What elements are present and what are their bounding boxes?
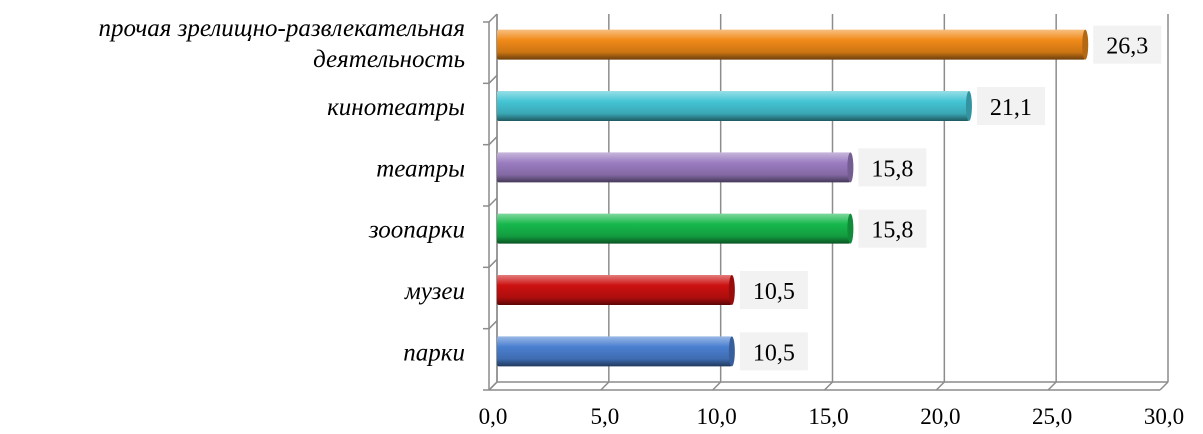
category-label-line: музеи <box>404 278 465 305</box>
x-tick-mark <box>1047 381 1057 391</box>
x-tick-label: 25,0 <box>1032 404 1072 429</box>
wall-tick-mark <box>488 381 498 391</box>
value-label: 10,5 <box>753 279 795 305</box>
value-label-box <box>858 209 927 248</box>
x-tick-label: 30,0 <box>1144 404 1184 429</box>
x-tick-label: 15,0 <box>808 404 848 429</box>
bar <box>497 91 969 121</box>
bars <box>497 29 1089 367</box>
bar <box>497 275 732 305</box>
category-label-line: театры <box>376 155 465 182</box>
x-tick-mark <box>600 381 610 391</box>
x-tick-mark <box>823 381 834 391</box>
wall-tick-mark <box>488 320 498 330</box>
wall-tick-mark <box>488 197 498 207</box>
bar-end-cap <box>847 152 854 183</box>
bar <box>497 336 732 367</box>
bar-end-cap <box>847 213 854 244</box>
category-label: парки <box>403 339 465 366</box>
bar-end-cap <box>1082 29 1089 60</box>
category-label: музеи <box>404 278 465 305</box>
category-label: зоопарки <box>368 217 465 244</box>
value-label-box <box>858 148 927 187</box>
x-tick-mark <box>712 381 722 391</box>
category-label-line: зоопарки <box>368 217 465 244</box>
category-label: театры <box>376 155 465 182</box>
value-label-box <box>739 332 808 371</box>
labels: 0,0 5,0 10,0 15,0 20,0 25,0 30,0 10,5 парки 10,5 м… <box>98 15 1184 429</box>
bar <box>497 213 851 244</box>
category-label-line: прочая зрелищно-развлекательная <box>98 15 465 42</box>
bar <box>497 29 1086 60</box>
x-tick-mark <box>935 381 945 391</box>
value-label-box <box>739 271 808 309</box>
value-label-box <box>1093 25 1162 64</box>
value-label: 15,8 <box>871 218 913 244</box>
category-label-line: кинотеатры <box>327 94 465 121</box>
value-label: 15,8 <box>871 156 913 182</box>
wall-tick-mark <box>488 74 498 84</box>
wall-tick-mark <box>488 258 498 268</box>
wall-tick-mark <box>488 13 498 23</box>
category-label: прочая зрелищно-развлекательная деятельно… <box>98 15 465 73</box>
x-tick-label: 20,0 <box>920 404 960 429</box>
bar-end-cap <box>965 91 972 121</box>
axes <box>483 13 1169 391</box>
value-label-box <box>976 87 1045 125</box>
bar <box>497 152 851 183</box>
value-label: 21,1 <box>990 95 1032 121</box>
category-label-line: парки <box>403 339 465 366</box>
category-label-line: деятельность <box>313 46 465 73</box>
bar-end-cap <box>728 336 735 367</box>
category-label: кинотеатры <box>327 94 465 121</box>
x-tick-label: 0,0 <box>479 404 508 429</box>
value-label: 10,5 <box>753 340 795 366</box>
x-tick-label: 10,0 <box>697 404 737 429</box>
value-label: 26,3 <box>1106 34 1148 60</box>
x-tick-label: 5,0 <box>590 404 619 429</box>
gridlines <box>496 14 1169 382</box>
wall-tick-mark <box>488 136 498 146</box>
bar-end-cap <box>728 275 735 305</box>
x-tick-mark <box>1159 381 1169 391</box>
